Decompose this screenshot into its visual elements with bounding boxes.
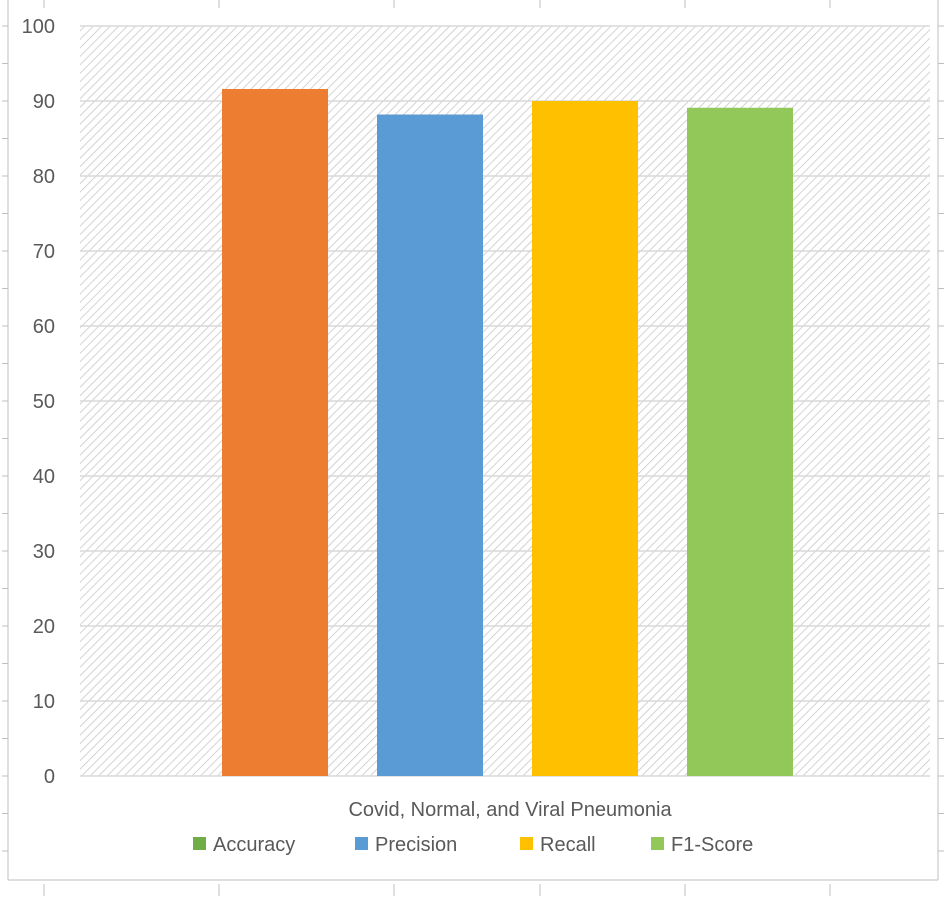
legend-label: Precision — [375, 834, 457, 856]
bar-recall — [532, 101, 638, 776]
y-tick-label: 100 — [22, 16, 55, 38]
bar-precision — [377, 114, 483, 776]
legend-swatch — [355, 837, 368, 850]
y-tick-label: 70 — [33, 241, 55, 263]
y-tick-label: 10 — [33, 691, 55, 713]
legend-swatch — [520, 837, 533, 850]
y-tick-label: 0 — [44, 766, 55, 788]
legend-swatch — [193, 837, 206, 850]
y-tick-label: 40 — [33, 466, 55, 488]
legend-swatch — [651, 837, 664, 850]
legend-label: F1-Score — [671, 834, 753, 856]
y-tick-label: 80 — [33, 166, 55, 188]
y-tick-label: 50 — [33, 391, 55, 413]
y-tick-label: 20 — [33, 616, 55, 638]
y-tick-label: 90 — [33, 91, 55, 113]
y-tick-label: 30 — [33, 541, 55, 563]
x-category-label: Covid, Normal, and Viral Pneumonia — [348, 799, 672, 821]
y-tick-label: 60 — [33, 316, 55, 338]
bar-accuracy — [222, 89, 328, 776]
legend-label: Accuracy — [213, 834, 295, 856]
bar-f1-score — [687, 107, 793, 776]
legend-label: Recall — [540, 834, 596, 856]
